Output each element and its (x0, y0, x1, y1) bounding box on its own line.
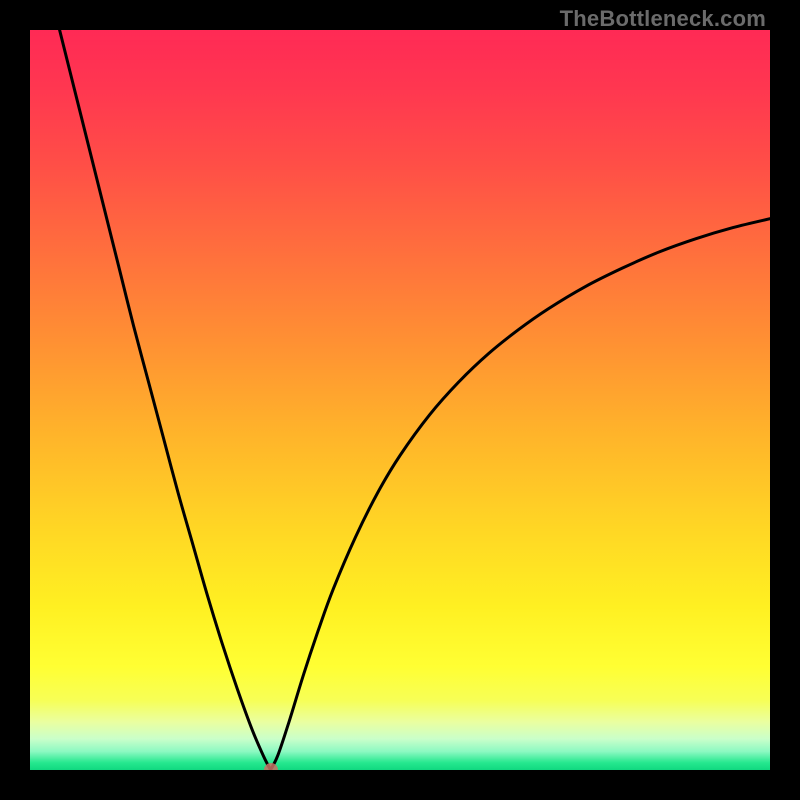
plot-area (30, 30, 770, 770)
watermark-text: TheBottleneck.com (560, 6, 766, 32)
chart-frame: TheBottleneck.com (0, 0, 800, 800)
minimum-marker (264, 763, 278, 770)
bottleneck-curve (30, 30, 770, 770)
